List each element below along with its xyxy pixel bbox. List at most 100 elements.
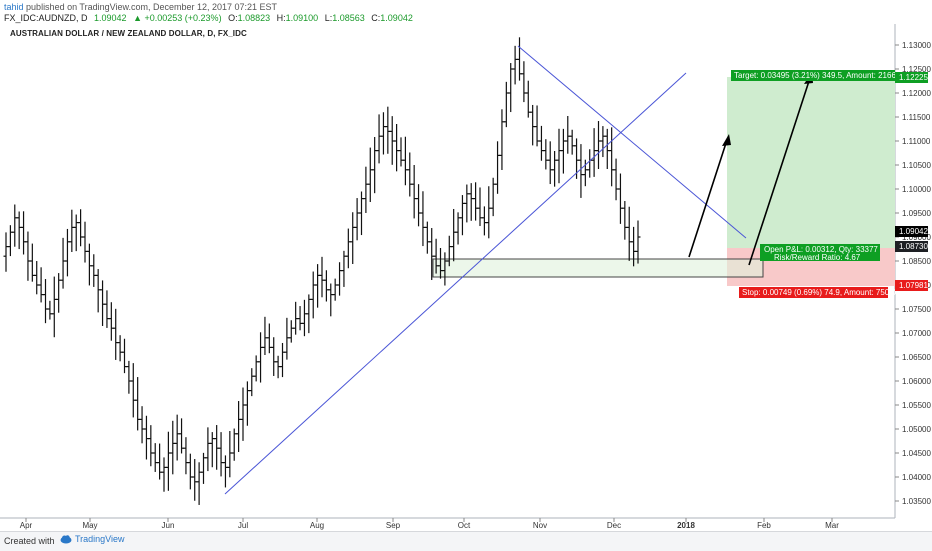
ohlc-bar <box>323 270 329 302</box>
target-price-label: 1.12225 <box>895 72 928 83</box>
ohlc-bar <box>293 301 299 335</box>
price-tick-label: 1.10500 <box>902 161 931 170</box>
ohlc-bar <box>385 106 391 154</box>
close-value: 1.09042 <box>380 13 413 23</box>
ohlc-bar <box>214 425 220 470</box>
time-axis[interactable]: Apr May Jun Jul Aug Sep Oct Nov Dec 2018 Feb Mar <box>20 518 839 530</box>
ohlc-bar <box>389 116 395 165</box>
ohlc-bar <box>591 128 597 177</box>
ohlc-bar <box>543 139 549 170</box>
ohlc-bar <box>253 355 259 382</box>
ohlc-bar <box>626 206 632 261</box>
ohlc-bar <box>288 320 294 343</box>
ohlc-bar <box>113 308 119 360</box>
ohlc-bar <box>130 363 136 418</box>
time-tick-label: Dec <box>607 521 621 530</box>
ohlc-bar <box>258 332 264 383</box>
open-value: 1.08823 <box>237 13 271 23</box>
ohlc-bar <box>319 256 325 298</box>
rising-trendline[interactable] <box>224 72 687 495</box>
price-tick-label: 1.12500 <box>902 65 931 74</box>
ohlc-bar <box>517 37 522 81</box>
ohlc-bars <box>3 37 641 505</box>
ohlc-bar <box>596 121 601 169</box>
ohlc-bar <box>617 173 623 224</box>
ohlc-bar <box>16 211 22 250</box>
projection-arrow-1[interactable] <box>688 139 728 258</box>
svg-text:Stop: 0.00749 (0.69%) 74.9, Am: Stop: 0.00749 (0.69%) 74.9, Amount: 750.… <box>742 288 901 297</box>
support-box[interactable] <box>432 258 764 278</box>
ohlc-bar <box>565 115 571 154</box>
ohlc-bar <box>508 63 514 113</box>
open-pnl-badge: Open P&L: 0.00312, Qty: 33377 Risk/Rewar… <box>760 244 880 262</box>
price-tick-label: 1.06000 <box>902 377 931 386</box>
svg-text:Open P&L: 0.00312, Qty: 33377: Open P&L: 0.00312, Qty: 33377 <box>764 245 878 254</box>
chart-title: AUSTRALIAN DOLLAR / NEW ZEALAND DOLLAR, … <box>10 29 247 38</box>
ohlc-bar <box>244 381 250 426</box>
ohlc-bar <box>139 406 145 444</box>
ohlc-bar <box>82 221 88 263</box>
svg-text:1.12225: 1.12225 <box>899 73 928 82</box>
svg-text:Target: 0.03495 (3.21%) 349.5,: Target: 0.03495 (3.21%) 349.5, Amount: 2… <box>734 71 908 80</box>
ohlc-bar <box>196 462 202 505</box>
ohlc-bar <box>231 428 237 461</box>
arrow-head-1 <box>722 134 731 146</box>
ohlc-bar <box>306 294 312 334</box>
time-tick-label: Feb <box>757 521 771 530</box>
ohlc-bar <box>499 109 505 170</box>
ohlc-bar <box>187 453 193 490</box>
projection-arrow-2[interactable] <box>748 77 811 266</box>
ohlc-bar <box>560 128 566 174</box>
price-tick-label: 1.07000 <box>902 329 931 338</box>
time-tick-label: Mar <box>825 521 839 530</box>
ohlc-bar <box>481 206 487 236</box>
ohlc-bar <box>161 457 167 492</box>
ohlc-bar <box>468 183 474 221</box>
tradingview-logo[interactable]: TradingView <box>60 534 125 544</box>
profit-zone[interactable] <box>727 77 895 248</box>
price-tick-label: 1.04500 <box>902 449 931 458</box>
price-tick-label: 1.09000 <box>902 233 931 242</box>
ohlc-bar <box>569 129 575 155</box>
price-tick-label: 1.05500 <box>902 401 931 410</box>
ohlc-bar <box>47 300 53 320</box>
ohlc-bar <box>604 128 610 170</box>
ohlc-bar <box>262 316 268 355</box>
ohlc-bar <box>104 290 110 328</box>
ohlc-bar <box>464 184 470 223</box>
price-chart[interactable]: 1.13000 1.12500 1.12000 1.11500 1.11000 1.105… <box>0 0 932 531</box>
price-tick-label: 1.05000 <box>902 425 931 434</box>
ohlc-bar <box>56 273 62 313</box>
ohlc-bar <box>170 420 176 475</box>
ohlc-bar <box>148 425 154 467</box>
ohlc-bar <box>315 264 321 308</box>
ohlc-bar <box>310 271 316 319</box>
ohlc-bar <box>266 323 272 354</box>
falling-trendline[interactable] <box>517 45 747 239</box>
ohlc-bar <box>301 299 307 337</box>
low-value: 1.08563 <box>332 13 365 23</box>
price-tick-label: 1.08500 <box>902 257 931 266</box>
ohlc-bar <box>271 337 277 376</box>
ohlc-bar <box>451 208 457 262</box>
ohlc-bar <box>209 432 215 468</box>
ohlc-bar <box>218 432 224 477</box>
low-label: L: <box>324 13 333 23</box>
ohlc-bar <box>143 415 149 460</box>
ohlc-bar <box>332 278 338 301</box>
price-tick-label: 1.10000 <box>902 185 931 194</box>
ohlc-bar <box>240 387 246 441</box>
high-label: H: <box>276 13 286 23</box>
ohlc-bar <box>503 81 509 128</box>
ohlc-bar <box>73 214 79 252</box>
ohlc-bar <box>135 377 141 431</box>
ohlc-bar <box>236 401 242 452</box>
ohlc-bar <box>420 191 426 247</box>
ohlc-bar <box>613 158 619 201</box>
time-tick-label: 2018 <box>677 521 695 530</box>
ohlc-bar <box>280 342 285 378</box>
ohlc-bar <box>205 427 211 472</box>
ohlc-bar <box>34 261 40 295</box>
price-axis[interactable]: 1.13000 1.12500 1.12000 1.11500 1.11000 1.105… <box>895 41 931 506</box>
author-link[interactable]: tahid <box>4 2 24 12</box>
